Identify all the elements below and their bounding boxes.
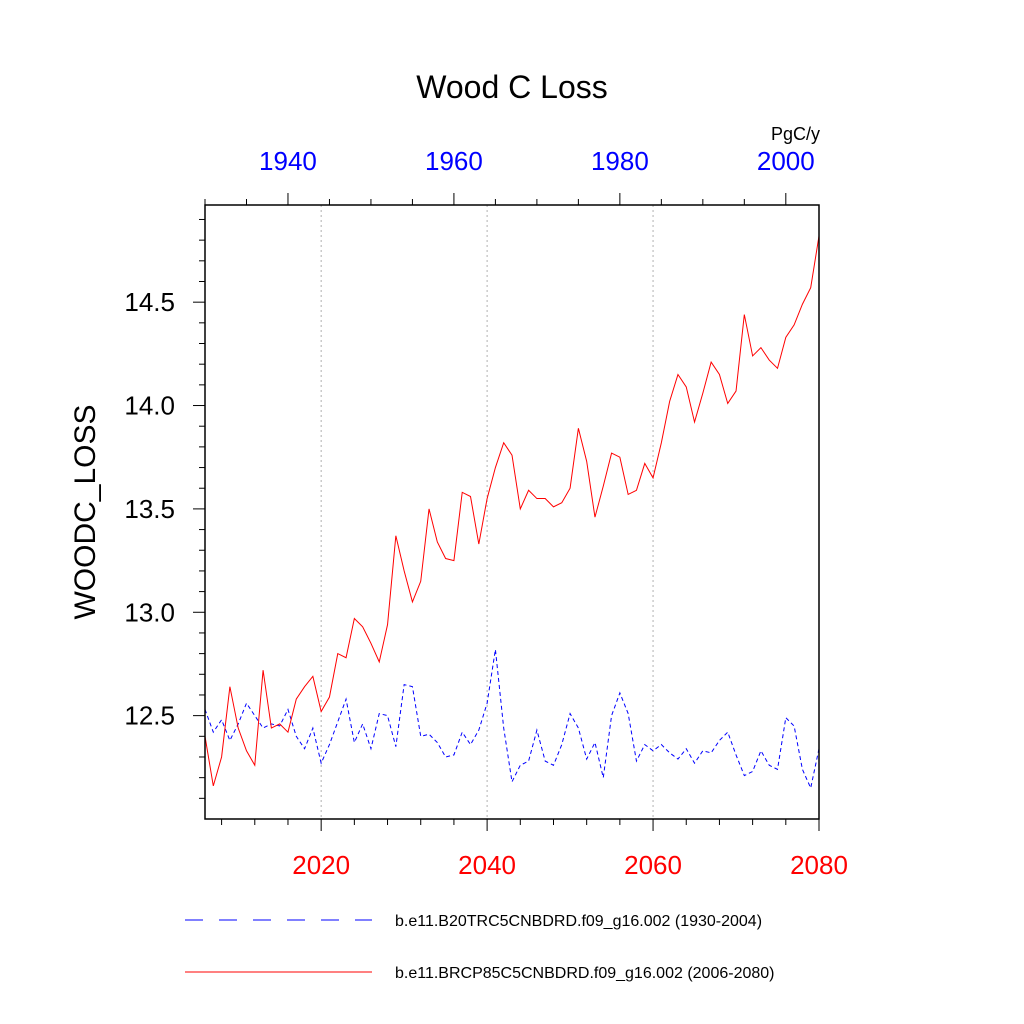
series-lines (204, 235, 820, 790)
x-top-tick-label: 1940 (259, 146, 317, 176)
legend-label-2: b.e11.BRCP85C5CNBDRD.f09_g16.002 (2006-2… (395, 965, 774, 982)
plot-frame (204, 204, 820, 820)
x-bottom-tick-label: 2080 (790, 850, 848, 880)
x-bottom-tick-label: 2020 (292, 850, 350, 880)
x-top-tick-label: 1960 (425, 146, 483, 176)
chart-title: Wood C Loss (416, 69, 608, 105)
y-tick-label: 13.0 (124, 597, 175, 627)
x-top-tick-label: 2000 (757, 146, 815, 176)
grid-lines (320, 205, 654, 819)
units-label: PgC/y (771, 124, 820, 144)
y-tick-label: 14.5 (124, 287, 175, 317)
legend: b.e11.B20TRC5CNBDRD.f09_g16.002 (1930-20… (185, 913, 774, 982)
x-top-tick-label: 1980 (591, 146, 649, 176)
series-line-1 (204, 649, 820, 790)
legend-label-1: b.e11.B20TRC5CNBDRD.f09_g16.002 (1930-20… (395, 913, 762, 930)
series-line-2 (204, 235, 820, 787)
axis-ticks: 2020 2040 2060 2080 1940 1960 1980 2000 12.5 13.0… (124, 146, 848, 880)
y-tick-label: 13.5 (124, 494, 175, 524)
x-bottom-tick-label: 2060 (624, 850, 682, 880)
x-bottom-tick-label: 2040 (458, 850, 516, 880)
y-tick-label: 14.0 (124, 391, 175, 421)
y-axis-label: WOODC_LOSS (69, 404, 102, 619)
y-tick-label: 12.5 (124, 701, 175, 731)
